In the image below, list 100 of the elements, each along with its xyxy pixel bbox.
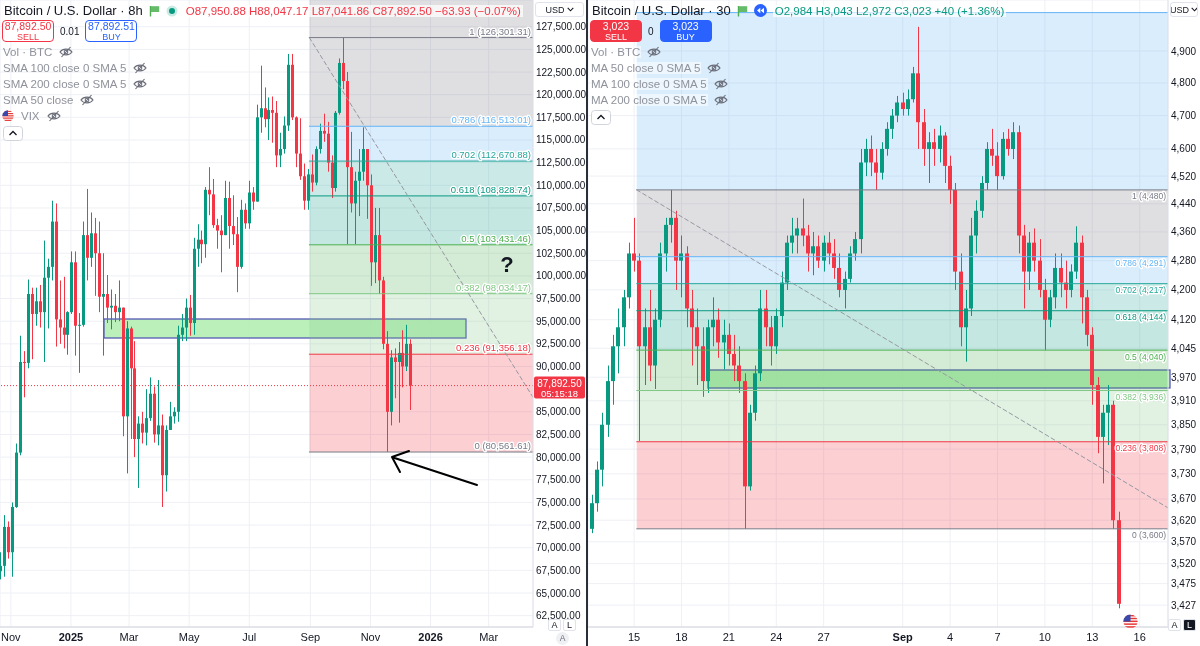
candlestick	[669, 189, 673, 244]
candlestick	[616, 307, 620, 374]
annotation: VIX	[20, 110, 41, 122]
series-label: 0.786 (116,513.01)	[451, 114, 531, 126]
candlestick	[1032, 227, 1036, 273]
y-tick-label: 4,440	[1171, 198, 1197, 210]
candlestick	[63, 276, 66, 349]
x-tick-label: 24	[770, 631, 783, 643]
candlestick	[102, 252, 105, 357]
y-tick-label: 72,500.00	[536, 519, 581, 531]
y-tick-label: 97,500.00	[536, 293, 581, 305]
text: 05:15:18	[541, 387, 578, 399]
candlestick	[1011, 121, 1015, 160]
x-tick-label: Jul	[242, 631, 257, 643]
candlestick	[260, 65, 263, 134]
series-label: 1 (126,301.31)	[469, 25, 531, 37]
candlestick	[895, 95, 899, 123]
candlestick	[990, 128, 994, 167]
y-tick-label: 65,000.00	[536, 587, 581, 599]
annotation: Vol · BTC	[590, 46, 642, 58]
y-tick-label: 3,790	[1171, 443, 1197, 455]
candlestick	[853, 231, 857, 262]
series-label: 0.5 (103,431.46)	[461, 232, 531, 244]
candlestick	[811, 231, 815, 276]
candlestick	[737, 345, 741, 394]
candlestick	[39, 284, 42, 329]
candlestick	[299, 117, 302, 181]
x-tick-label: Mar	[119, 631, 139, 643]
y-tick-label: 100,000.00	[536, 270, 587, 282]
candlestick	[232, 194, 235, 246]
x-tick-label: 21	[722, 631, 736, 643]
y-tick-label: 92,500.00	[536, 338, 581, 350]
annotation: ?	[500, 252, 514, 277]
series-label: 0 (3,600)	[1131, 530, 1167, 541]
y-tick-label: 90,000.00	[536, 361, 581, 373]
candlestick	[938, 125, 942, 163]
series-label: 0.702 (112,670.88)	[451, 149, 531, 161]
y-tick-label: 127,500.00	[536, 21, 587, 33]
candlestick	[283, 115, 286, 155]
y-tick-label: 3,427	[1171, 599, 1197, 611]
buy-button: 87,892.51 BUY	[85, 20, 138, 42]
series-label: 0 (80,561.61)	[474, 440, 531, 452]
x-tick-label: Sep	[892, 631, 914, 643]
y-tick-label: 117,500.00	[536, 111, 586, 123]
y-tick-label: 115,000.00	[536, 134, 586, 146]
x-tick-label: 13	[1086, 631, 1099, 643]
candlestick	[1006, 128, 1010, 157]
candlestick	[764, 289, 768, 347]
annotation: Vol · BTC	[2, 46, 54, 58]
candlestick	[837, 252, 841, 298]
candlestick	[279, 132, 282, 168]
y-tick-label: 3,475	[1171, 578, 1197, 590]
candlestick	[114, 293, 117, 323]
annotation: 3,023	[602, 19, 630, 32]
annotation: MA 100 close 0 SMA 5	[590, 78, 708, 90]
series-label: 0.786 (4,291)	[1115, 258, 1167, 269]
candlestick	[145, 388, 148, 446]
x-tick-label: May	[178, 631, 201, 643]
series-label: 1 (4,480)	[1131, 191, 1167, 202]
candlestick	[901, 92, 905, 117]
y-tick-label: 105,000.00	[536, 225, 587, 237]
y-tick-label: 3,520	[1171, 558, 1197, 570]
scale-button: A	[1168, 619, 1181, 631]
x-tick-label: Nov	[360, 631, 381, 643]
y-tick-label: 70,000.00	[536, 542, 581, 554]
y-tick-label: 62,500.00	[536, 610, 581, 622]
y-tick-label: 77,500.00	[536, 474, 581, 486]
y-tick-label: 3,620	[1171, 514, 1197, 526]
candlestick	[932, 128, 936, 167]
candlestick	[885, 121, 889, 157]
candlestick	[722, 319, 726, 370]
candlestick	[906, 88, 910, 117]
y-tick-label: 3,670	[1171, 493, 1197, 505]
y-tick-label: 3,970	[1171, 371, 1197, 383]
y-tick-label: 3,910	[1171, 395, 1197, 407]
candlestick	[716, 307, 720, 359]
x-tick-label: Nov	[1, 631, 22, 643]
y-tick-label: 4,700	[1171, 110, 1197, 122]
chart-subtitle: O87,950.88 H88,047.17 L87,041.86 C87,892.50 −63.93 (−0.07%)	[183, 4, 523, 17]
y-tick-label: 112,500.00	[536, 157, 586, 169]
chart-title: Bitcoin / U.S. Dollar · 8h	[4, 3, 143, 18]
candlestick	[816, 235, 820, 269]
annotation: SELL	[605, 31, 627, 42]
candlestick	[47, 258, 50, 329]
y-tick-label: 110,000.00	[536, 179, 586, 191]
candlestick	[157, 379, 160, 446]
auto-button: A	[556, 632, 569, 645]
candlestick	[311, 153, 314, 193]
y-tick-label: 4,520	[1171, 170, 1197, 182]
candlestick	[362, 126, 365, 182]
series-label: 0.382 (98,034.17)	[455, 281, 531, 293]
candlestick	[197, 223, 200, 268]
y-tick-label: 4,900	[1171, 45, 1197, 57]
series-label: 0.618 (108,828.74)	[450, 183, 531, 195]
candlestick	[216, 218, 219, 250]
y-tick-label: 4,280	[1171, 255, 1197, 267]
candlestick	[769, 315, 773, 367]
candlestick	[822, 235, 826, 273]
series-label: 0.702 (4,217)	[1115, 285, 1167, 296]
annotation: 0	[648, 25, 654, 37]
